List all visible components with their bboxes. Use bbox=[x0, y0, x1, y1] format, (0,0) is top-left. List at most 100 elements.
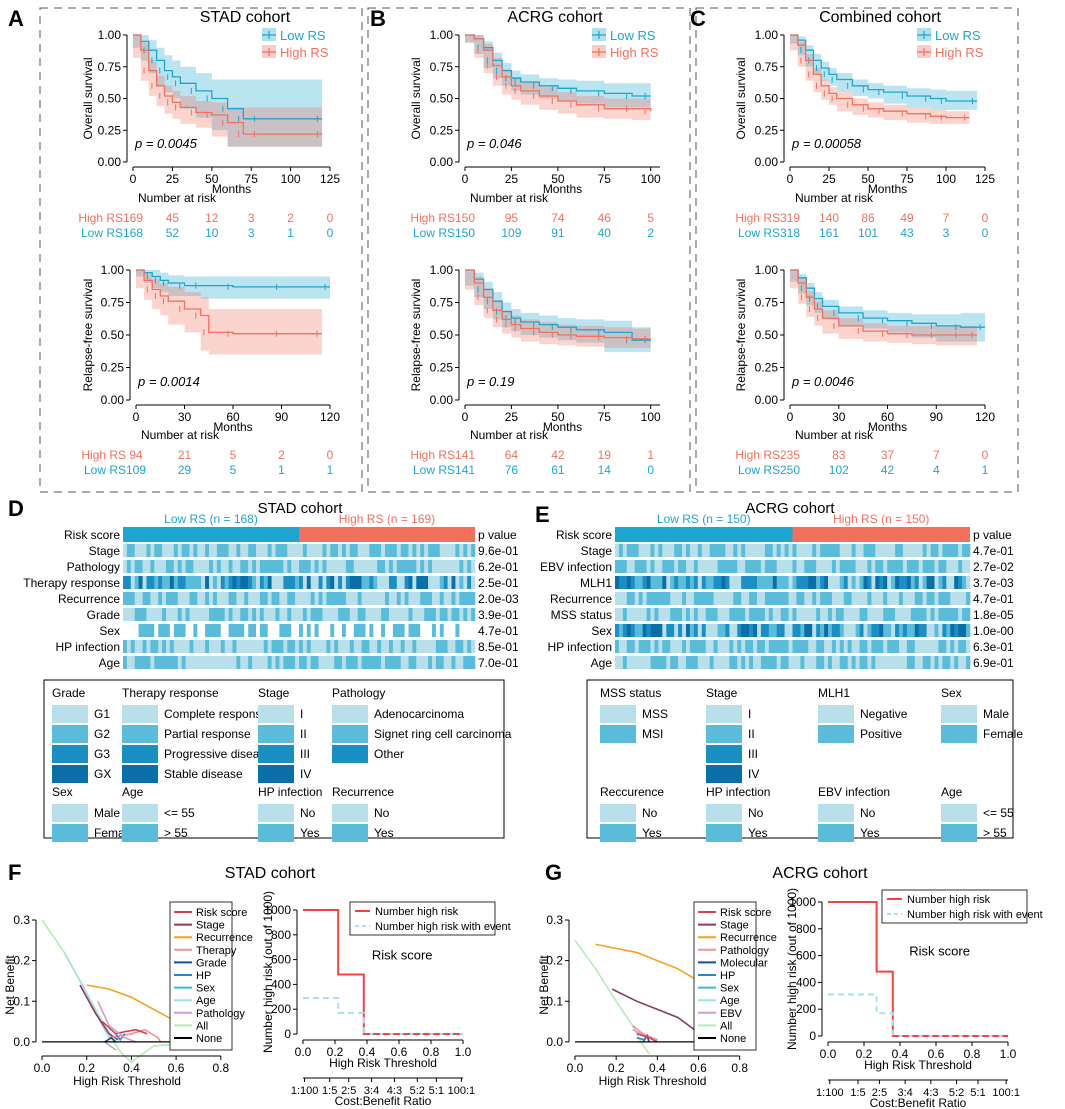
heat-cell bbox=[279, 640, 284, 653]
heat-cell bbox=[130, 576, 135, 589]
heat-cell bbox=[439, 656, 444, 669]
risk-score-low-bar bbox=[615, 527, 793, 542]
heat-cell bbox=[760, 656, 766, 669]
heat-cell bbox=[365, 560, 370, 573]
heat-cell bbox=[875, 656, 880, 669]
heat-cell bbox=[353, 624, 358, 637]
heat-cell bbox=[252, 624, 257, 637]
heat-cell bbox=[792, 592, 797, 605]
panel-a-frame bbox=[39, 7, 363, 493]
heat-cell bbox=[412, 608, 417, 621]
heat-cell bbox=[737, 576, 742, 589]
heat-cell bbox=[824, 592, 829, 605]
legend-label: Age bbox=[196, 995, 216, 1007]
heat-cell bbox=[950, 544, 955, 557]
heat-cell bbox=[256, 640, 261, 653]
heat-cell bbox=[879, 560, 884, 573]
heat-cell bbox=[267, 592, 272, 605]
heat-cell bbox=[764, 544, 770, 557]
heat-cell bbox=[760, 576, 766, 589]
heat-cell bbox=[166, 624, 171, 637]
y-tick-label: 0.2 bbox=[13, 954, 30, 968]
row-label: Therapy response bbox=[23, 576, 120, 590]
heat-cell bbox=[428, 544, 433, 557]
heat-cell bbox=[863, 608, 868, 621]
heat-cell bbox=[942, 592, 947, 605]
heat-cell bbox=[455, 608, 460, 621]
heat-cell bbox=[412, 624, 417, 637]
heat-cell bbox=[839, 544, 844, 557]
heat-cell bbox=[146, 608, 151, 621]
heat-cell bbox=[326, 656, 331, 669]
heat-cell bbox=[812, 624, 817, 637]
legend-item-label: G1 bbox=[94, 707, 110, 721]
legend-label: EBV bbox=[720, 1008, 743, 1020]
y-tick-label: 0.00 bbox=[755, 155, 779, 169]
heat-cell bbox=[373, 576, 378, 589]
heat-cell bbox=[142, 544, 147, 557]
heat-cell bbox=[776, 592, 781, 605]
heat-cell bbox=[693, 544, 699, 557]
heat-cell bbox=[930, 560, 935, 573]
heat-cell bbox=[630, 576, 635, 589]
heat-cell bbox=[697, 560, 702, 573]
heat-cell bbox=[205, 640, 210, 653]
heat-cell bbox=[299, 640, 304, 653]
heat-cell bbox=[693, 576, 699, 589]
legend-group-title: Sex bbox=[941, 686, 962, 700]
heat-cell bbox=[753, 560, 758, 573]
panel-letter-c: C bbox=[690, 6, 706, 31]
heat-cell bbox=[322, 640, 327, 653]
legend-label: Stage bbox=[196, 920, 225, 932]
heat-cell bbox=[622, 624, 628, 637]
heat-cell bbox=[181, 544, 186, 557]
risk-row-label: High RS bbox=[735, 448, 780, 462]
panel-letter-e: E bbox=[535, 502, 550, 527]
heat-cell bbox=[447, 656, 452, 669]
legend-swatch bbox=[600, 705, 636, 723]
heat-cell bbox=[934, 640, 939, 653]
y-tick-label: 200 bbox=[796, 1002, 816, 1016]
heat-cell bbox=[439, 592, 444, 605]
risk-row-label: Low RS bbox=[81, 226, 123, 240]
legend-item-label: MSS bbox=[642, 707, 668, 721]
heat-cell bbox=[788, 592, 793, 605]
heat-cell bbox=[950, 576, 955, 589]
x-tick-label: 100 bbox=[641, 172, 661, 186]
x2-tick-label: 5:1 bbox=[429, 1085, 444, 1097]
heat-cell bbox=[123, 592, 128, 605]
heat-cell bbox=[236, 544, 241, 557]
heat-cell bbox=[349, 560, 354, 573]
heat-cell bbox=[463, 640, 468, 653]
legend-item-label: Signet ring cell carcinoma bbox=[374, 727, 512, 741]
heat-cell bbox=[721, 576, 726, 589]
heat-cell bbox=[914, 592, 919, 605]
heat-cell bbox=[275, 576, 280, 589]
heat-cell bbox=[432, 592, 437, 605]
heat-cell bbox=[252, 592, 257, 605]
km-line-low-rs bbox=[136, 269, 330, 288]
heat-cell bbox=[173, 656, 178, 669]
heat-cell bbox=[142, 592, 147, 605]
heat-cell bbox=[831, 560, 837, 573]
heat-cell bbox=[753, 544, 758, 557]
ci-band-high-rs bbox=[790, 35, 970, 124]
heat-cell bbox=[678, 592, 683, 605]
heat-cell bbox=[389, 624, 394, 637]
heat-cell bbox=[776, 624, 781, 637]
heat-cell bbox=[697, 608, 702, 621]
p-value: 2.7e-02 bbox=[973, 560, 1014, 574]
legend-box-legend_E: MSS statusMSSMSIStageIIIIIIIVMLH1Negativ… bbox=[586, 679, 1023, 842]
y-tick-label: 0.25 bbox=[98, 123, 122, 137]
x-axis-label: High Risk Threshold bbox=[329, 1056, 437, 1070]
row-label: Risk score bbox=[556, 528, 612, 542]
risk-value: 5 bbox=[647, 211, 654, 225]
x-axis-label: Months bbox=[868, 182, 907, 196]
heat-cell bbox=[780, 624, 785, 637]
heat-cell bbox=[428, 608, 433, 621]
heat-cell bbox=[883, 656, 888, 669]
heat-cell bbox=[169, 608, 175, 621]
heat-cell bbox=[686, 560, 691, 573]
heat-cell bbox=[831, 640, 837, 653]
heat-cell bbox=[291, 640, 296, 653]
